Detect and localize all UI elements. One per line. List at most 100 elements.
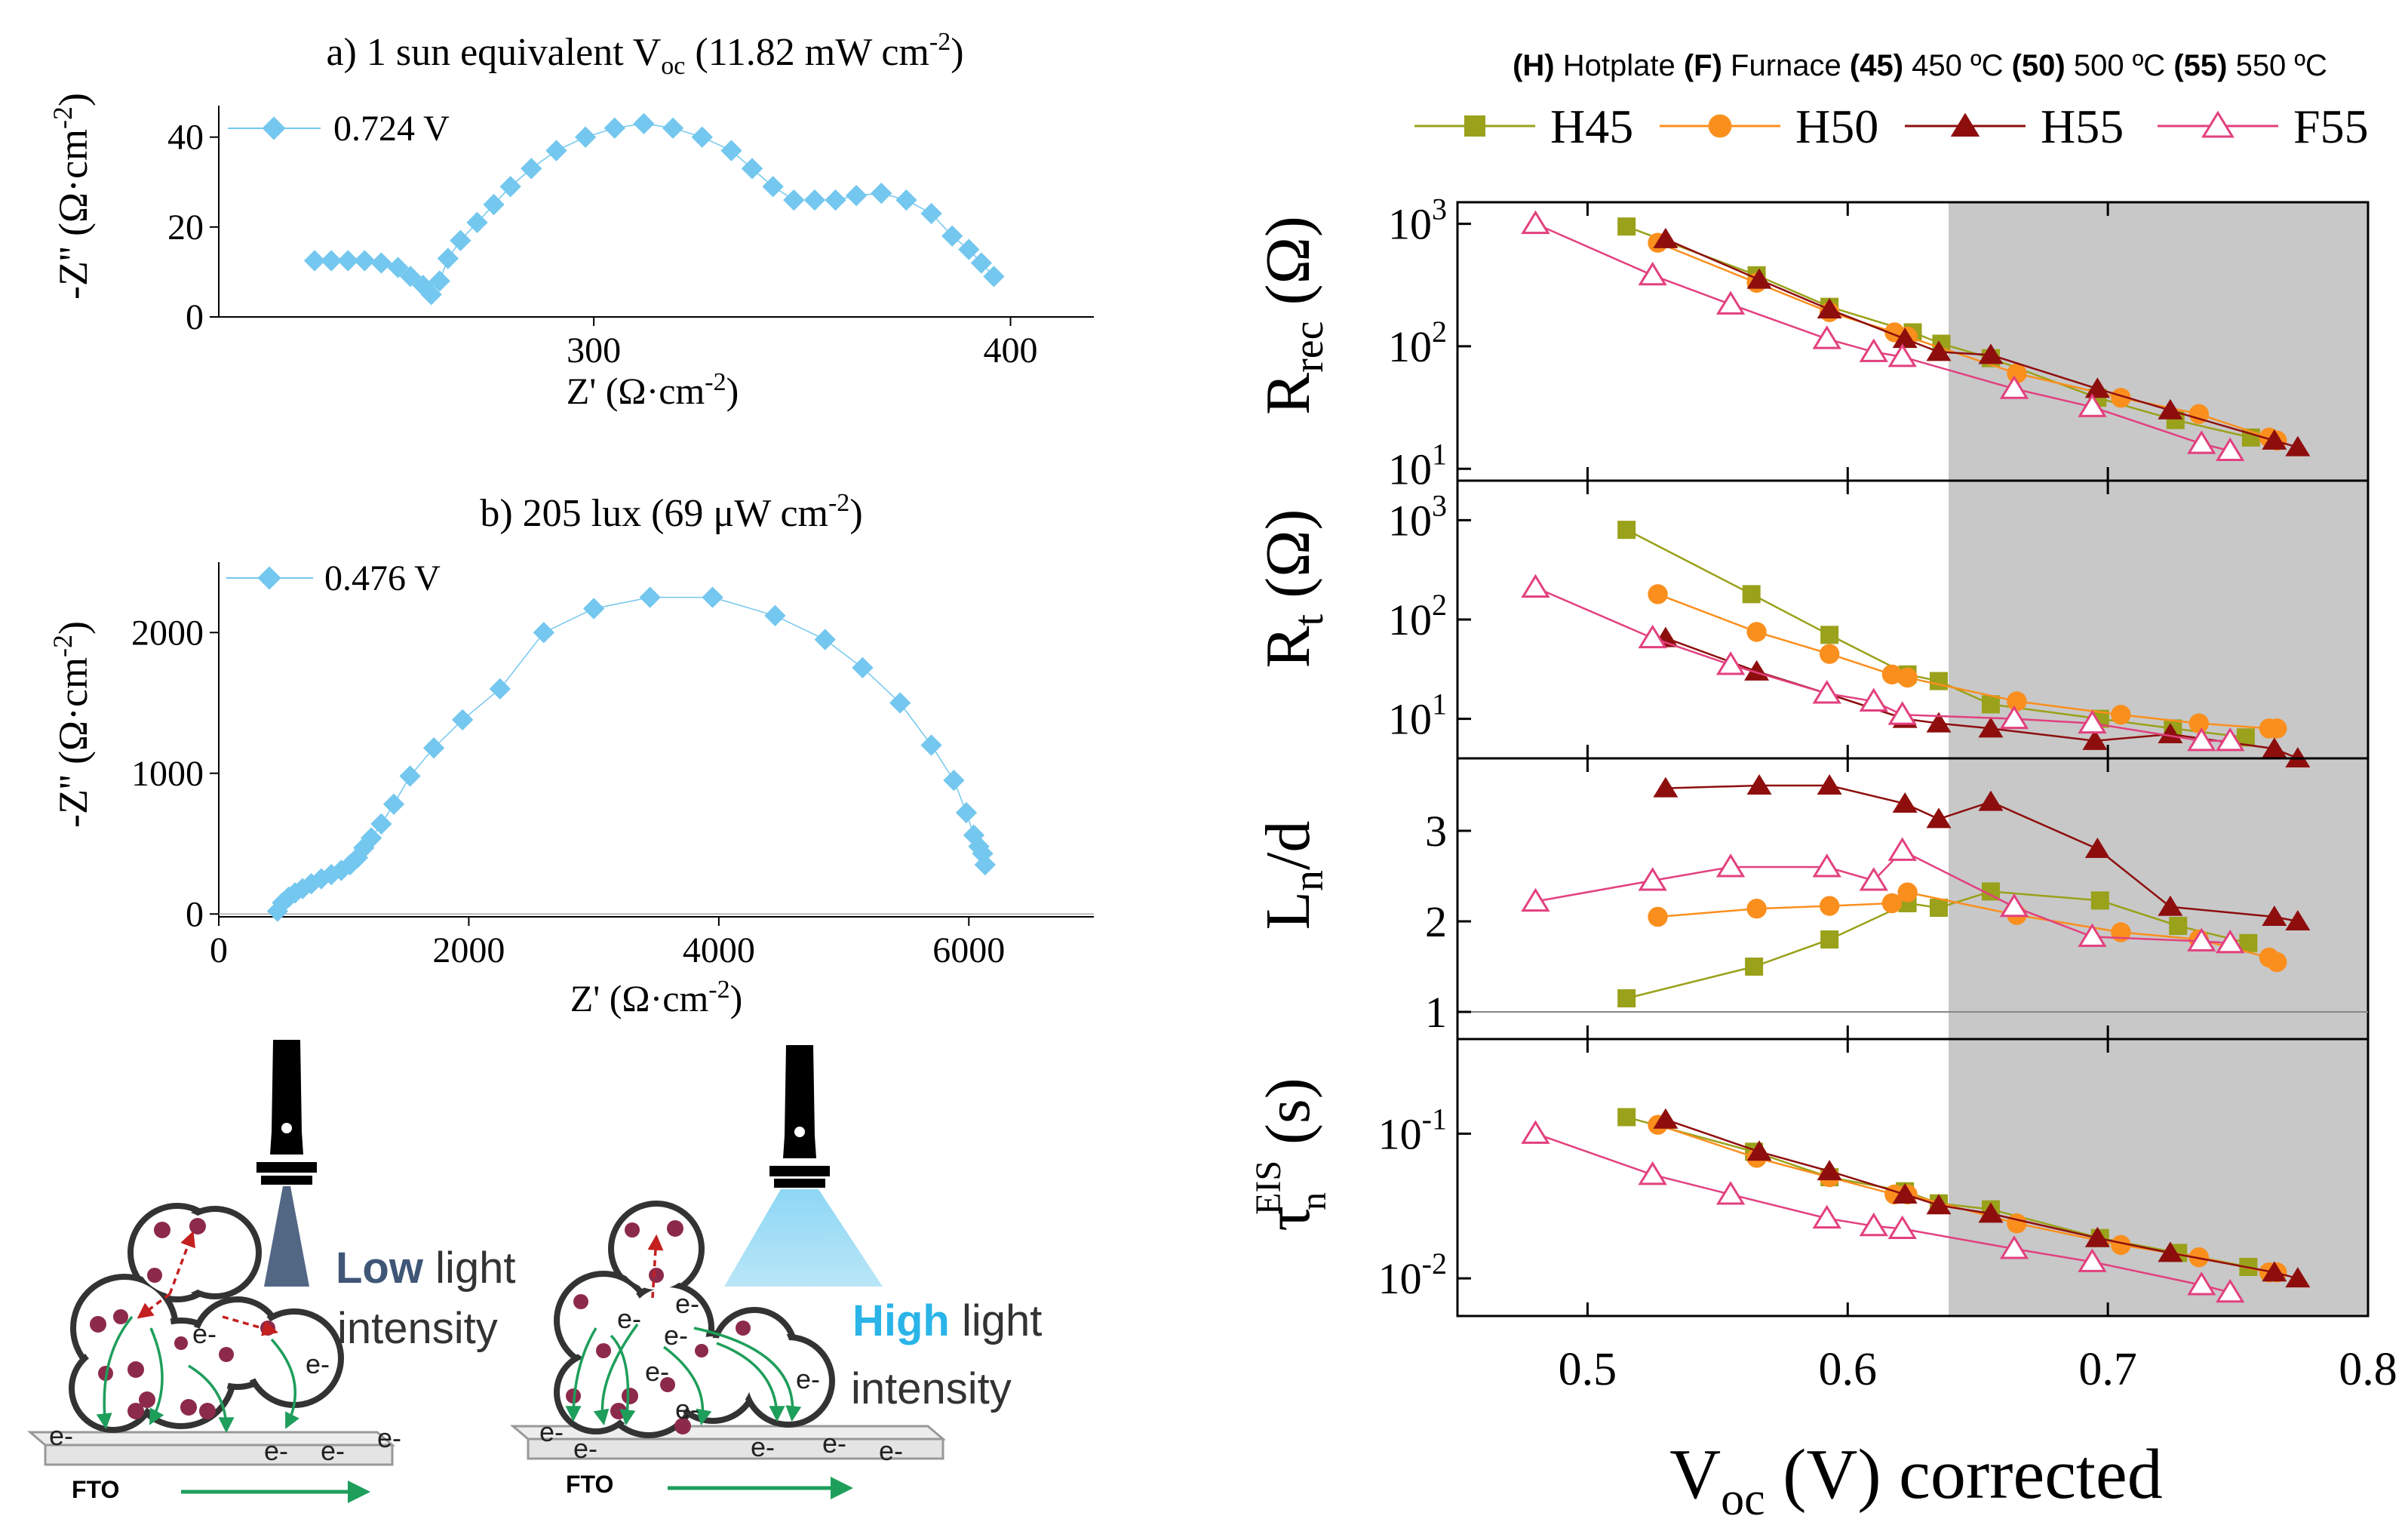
fto-substrate: FTO	[509, 1425, 947, 1499]
data-point-h55	[1978, 343, 2004, 364]
panel-a-point	[783, 189, 805, 211]
panel-a-point	[420, 284, 442, 306]
panel-a-point	[662, 117, 684, 139]
data-point-h50	[2007, 691, 2027, 712]
data-point-h45	[1981, 695, 2000, 714]
data-point-h55	[1817, 1160, 1842, 1181]
panel-a-point	[321, 250, 342, 272]
subplot-rt-y-tick-label: 101	[1388, 687, 1447, 744]
subplot-rrec-y-tick-label: 102	[1388, 315, 1447, 371]
panel-a-point	[920, 202, 942, 225]
panel-a-series-line	[315, 123, 994, 296]
data-point-f55	[1859, 867, 1888, 891]
data-point-h50	[1881, 664, 1903, 684]
data-point-f55	[1999, 375, 2029, 399]
flashlight-icon	[256, 1040, 317, 1185]
data-point-h55	[1817, 298, 1842, 319]
data-point-h55	[1746, 1140, 1772, 1161]
panel-b-x-tick-label: 2000	[432, 930, 505, 970]
data-point-h50	[2188, 404, 2210, 424]
series-h45-ln	[1617, 882, 2258, 1007]
panel-b-point	[489, 678, 511, 700]
panel-b-legend: 0.476 V	[226, 558, 441, 598]
data-point-h55	[1653, 1108, 1679, 1129]
panel-a: a) 1 sun equivalent Voc (11.82 mW cm-2) …	[48, 28, 1094, 412]
panel-a-point	[450, 229, 471, 251]
panel-a-x-tick-label: 300	[567, 331, 621, 371]
panel-b-point	[943, 769, 965, 792]
data-point-h50	[2267, 952, 2287, 973]
electron-labels-high: e- e- e- e- e- e- e- e- e- e- e-	[539, 1288, 903, 1466]
data-point-h55	[1892, 327, 1918, 349]
panel-a-point	[499, 176, 521, 198]
data-point-h45	[1929, 672, 1948, 690]
series-f55-rt	[1521, 573, 2245, 752]
data-point-f55	[2216, 437, 2245, 462]
low-light-label-2: intensity	[337, 1304, 498, 1353]
svg-text:e-: e-	[822, 1428, 846, 1459]
data-point-h45	[1742, 585, 1761, 604]
series-line-h55	[1665, 238, 2299, 448]
schematic-low-light: Low light intensity FTO	[26, 1040, 516, 1503]
data-point-f55	[1887, 701, 1917, 725]
data-point-h55	[2084, 1226, 2110, 1247]
series-line-h50	[1657, 241, 2277, 442]
data-point-h55	[1817, 774, 1842, 795]
subplot-rrec-y-tick-label: 101	[1388, 437, 1447, 493]
data-point-f55	[2187, 1271, 2216, 1296]
panel-a-xlabel: Z' (Ω·cm-2)	[567, 368, 739, 412]
panel-b-point	[764, 604, 786, 627]
data-point-h50	[2188, 1247, 2210, 1268]
subplot-tau-y-tick-label: 10-1	[1378, 1102, 1447, 1158]
data-point-h50	[2267, 718, 2287, 739]
panel-a-point	[633, 112, 655, 134]
data-point-h55	[2158, 895, 2183, 916]
data-point-f55	[1887, 343, 1917, 367]
panel-a-point	[354, 250, 376, 272]
data-point-h55	[1892, 1182, 1918, 1204]
panel-b-ylabel: -Z'' (Ω·cm-2)	[48, 621, 96, 828]
data-point-f55	[1638, 867, 1667, 891]
subplot-ln-y-tick-label: 1	[1425, 988, 1447, 1037]
svg-text:e-: e-	[539, 1416, 564, 1447]
series-line-f55	[1534, 223, 2231, 452]
panel-b-point	[399, 765, 421, 787]
panel-b-point	[422, 737, 445, 759]
panel-a-point	[428, 270, 450, 292]
subplot-rt-y-tick-label: 102	[1388, 588, 1447, 644]
panel-a-point	[574, 126, 597, 148]
data-point-f55	[2187, 430, 2216, 454]
data-point-h45	[1820, 626, 1839, 644]
data-point-f55	[1859, 1212, 1888, 1237]
panel-a-point	[521, 158, 542, 180]
legend-label-f55: F55	[2293, 100, 2369, 153]
panel-a-point	[846, 185, 868, 207]
data-point-h55	[2158, 1241, 2183, 1262]
panel-a-point	[958, 238, 980, 260]
data-point-h55	[1653, 776, 1679, 798]
y-label-rrec: Rrec (Ω)	[1253, 216, 1332, 415]
panel-b-series-line	[277, 596, 986, 912]
data-point-f55	[1887, 837, 1917, 861]
data-point-f55	[1715, 291, 1746, 315]
series-h55-tau	[1653, 1108, 2311, 1288]
data-point-f55	[1859, 338, 1888, 362]
subplot-rt: 101 102 103	[1388, 479, 2370, 767]
data-point-h55	[2082, 729, 2108, 750]
panel-a-point	[483, 193, 505, 216]
data-point-h55	[1744, 660, 1770, 681]
data-point-h55	[2158, 398, 2183, 420]
data-point-f55	[1999, 893, 2029, 918]
data-point-h45	[1617, 217, 1636, 236]
panel-b: b) 205 lux (69 μW cm-2) 0 1000 2000 0 2000 40…	[48, 489, 1094, 1019]
svg-text:e-: e-	[573, 1433, 597, 1464]
data-point-f55	[2078, 709, 2107, 734]
data-point-f55	[1638, 1161, 1667, 1185]
data-point-f55	[2078, 923, 2107, 947]
data-point-h50	[2111, 922, 2131, 942]
data-point-f55	[2187, 927, 2216, 952]
data-point-f55	[1887, 1215, 1917, 1239]
panel-a-y-tick-label: 0	[186, 297, 204, 337]
light-beam-low	[264, 1186, 309, 1287]
x-tick-label: 0.6	[1819, 1344, 1878, 1395]
